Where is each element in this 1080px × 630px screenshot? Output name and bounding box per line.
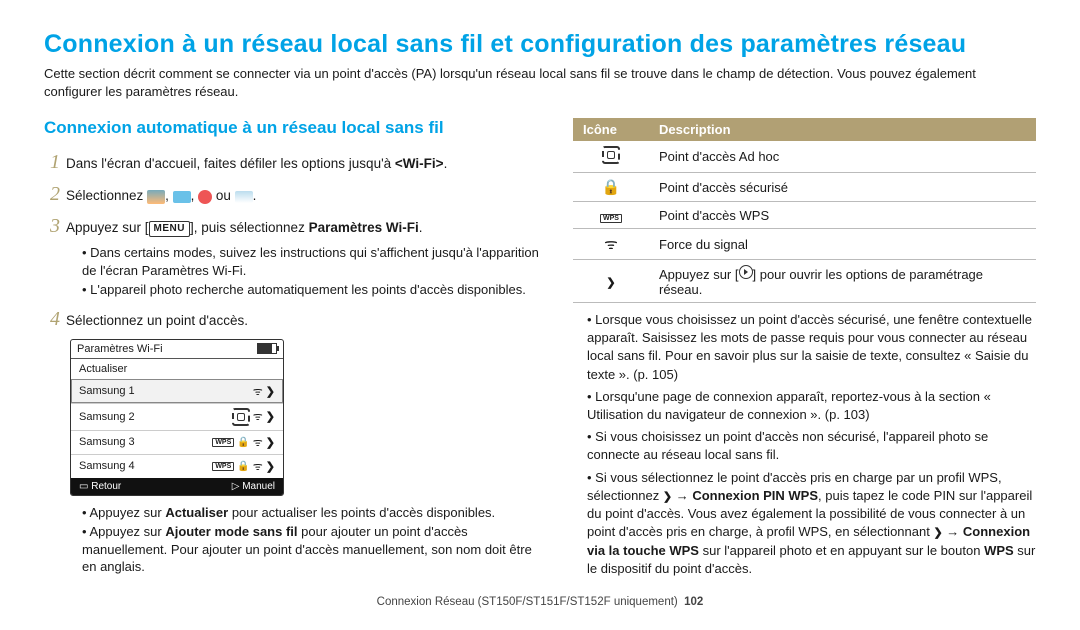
ui-row-ap: Samsung 3 WPS 🔒 ᯤ ❯	[71, 430, 283, 454]
step-3-note: Dans certains modes, suivez les instruct…	[82, 244, 539, 279]
chevron-right-icon: ❯	[606, 277, 615, 289]
lock-icon: 🔒	[237, 437, 249, 448]
social-share-icon	[198, 190, 212, 204]
ui-title: Paramètres Wi-Fi	[77, 343, 163, 355]
table-header-icon: Icône	[573, 118, 649, 141]
right-bullet: Lorsqu'une page de connexion apparaît, r…	[587, 388, 1036, 424]
step-2-text: Sélectionnez , , ou .	[66, 187, 539, 206]
wifi-icon: ᯤ	[604, 236, 618, 253]
adhoc-icon	[602, 146, 620, 164]
step-3-note: L'appareil photo recherche automatiqueme…	[82, 281, 539, 299]
wps-icon: WPS	[212, 462, 234, 471]
wps-icon: WPS	[212, 438, 234, 447]
back-icon: ▭	[79, 481, 88, 492]
step-number: 4	[44, 305, 66, 333]
ui-row-ap: Samsung 2 ᯤ ❯	[71, 403, 283, 430]
lock-icon: 🔒	[602, 179, 621, 196]
chevron-right-icon: ❯	[933, 527, 942, 539]
chevron-right-icon: ❯	[663, 491, 672, 503]
right-bullet: Si vous choisissez un point d'accès non …	[587, 428, 1036, 464]
wifi-icon: ᯤ	[253, 384, 263, 399]
ui-row-ap: Samsung 1 ᯤ ❯	[71, 379, 283, 403]
intro-text: Cette section décrit comment se connecte…	[44, 65, 1036, 100]
chevron-right-icon: ❯	[266, 385, 275, 398]
chevron-right-icon: ❯	[266, 410, 275, 423]
battery-icon	[257, 343, 277, 354]
right-bullet: Lorsque vous choisissez un point d'accès…	[587, 311, 1036, 384]
page-number: 102	[684, 596, 703, 608]
wifi-icon: ᯤ	[253, 459, 263, 474]
table-cell: Force du signal	[649, 229, 1036, 260]
left-bullet: Appuyez sur Ajouter mode sans fil pour a…	[82, 523, 539, 576]
ui-row-refresh: Actualiser	[71, 359, 283, 379]
section-heading: Connexion automatique à un réseau local …	[44, 118, 539, 138]
wifi-settings-screenshot: Paramètres Wi-Fi Actualiser Samsung 1 ᯤ …	[70, 339, 284, 496]
ui-row-ap: Samsung 4 WPS 🔒 ᯤ ❯	[71, 454, 283, 478]
ui-manual-label: ▷ Manuel	[232, 481, 275, 492]
adhoc-icon	[232, 408, 250, 426]
lock-icon: 🔒	[237, 461, 249, 472]
remote-viewfinder-icon	[147, 190, 165, 204]
manual-icon: ▷	[232, 481, 240, 492]
step-number: 3	[44, 212, 66, 240]
chevron-right-icon: ❯	[266, 436, 275, 449]
wifi-icon: ᯤ	[253, 435, 263, 450]
step-3-text: Appuyez sur [MENU], puis sélectionnez Pa…	[66, 219, 539, 238]
menu-key-icon: MENU	[149, 221, 190, 237]
chevron-right-icon: ❯	[266, 460, 275, 473]
icon-table: Icône Description Point d'accès Ad hoc 🔒…	[573, 118, 1036, 303]
autobackup-icon	[173, 191, 191, 203]
table-cell: Point d'accès WPS	[649, 202, 1036, 229]
step-number: 1	[44, 148, 66, 176]
table-cell: Appuyez sur [] pour ouvrir les options d…	[649, 260, 1036, 303]
step-1-text: Dans l'écran d'accueil, faites défiler l…	[66, 155, 539, 174]
table-cell: Point d'accès sécurisé	[649, 173, 1036, 202]
wps-icon: WPS	[600, 214, 622, 223]
table-header-desc: Description	[649, 118, 1036, 141]
page-title: Connexion à un réseau local sans fil et …	[44, 30, 1036, 59]
table-cell: Point d'accès Ad hoc	[649, 141, 1036, 173]
cloud-icon	[235, 191, 253, 203]
step-4-text: Sélectionnez un point d'accès.	[66, 312, 539, 331]
page-footer: Connexion Réseau (ST150F/ST151F/ST152F u…	[44, 596, 1036, 608]
step-number: 2	[44, 180, 66, 208]
left-bullet: Appuyez sur Actualiser pour actualiser l…	[82, 504, 539, 522]
wifi-icon: ᯤ	[253, 409, 263, 424]
play-key-icon	[739, 265, 753, 279]
right-bullet: Si vous sélectionnez le point d'accès pr…	[587, 469, 1036, 579]
ui-back-label: ▭ Retour	[79, 481, 121, 492]
